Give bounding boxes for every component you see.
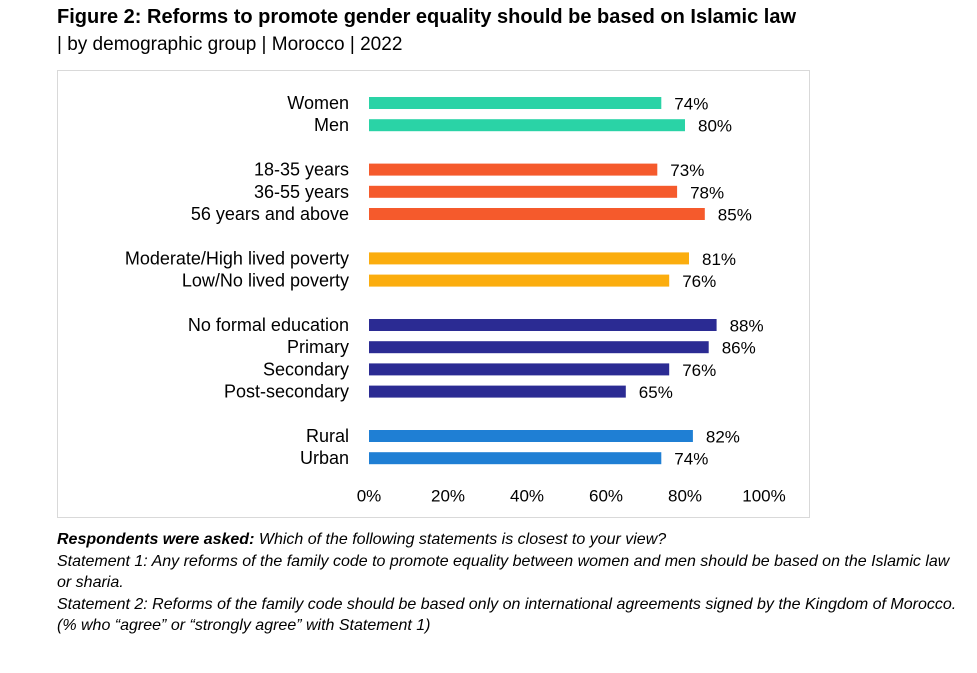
value-label-gender-0: 74% (674, 95, 708, 114)
category-label-age-2: 56 years and above (191, 204, 349, 224)
category-label-poverty-1: Low/No lived poverty (182, 271, 349, 291)
value-label-education-0: 88% (730, 317, 764, 336)
value-label-age-2: 85% (718, 206, 752, 225)
question-prefix: Respondents were asked: (57, 531, 255, 548)
x-tick-label-4: 80% (668, 487, 702, 506)
category-label-poverty-0: Moderate/High lived poverty (125, 248, 349, 268)
category-label-education-2: Secondary (263, 359, 349, 379)
value-label-poverty-0: 81% (702, 250, 736, 269)
bar-education-1 (369, 341, 709, 354)
figure-title: Figure 2: Reforms to promote gender equa… (57, 6, 797, 28)
value-label-age-0: 73% (670, 161, 704, 180)
category-label-location-1: Urban (300, 448, 349, 468)
bar-education-3 (369, 385, 626, 398)
category-label-education-3: Post-secondary (224, 382, 349, 402)
bar-education-0 (369, 319, 717, 331)
bar-poverty-0 (369, 252, 689, 265)
bar-gender-0 (369, 97, 662, 109)
category-label-age-1: 36-55 years (254, 182, 349, 202)
question-text: Which of the following statements is clo… (254, 531, 667, 548)
bar-age-1 (369, 185, 678, 198)
question-line: Respondents were asked: Which of the fol… (57, 529, 967, 551)
chart-frame (57, 70, 810, 518)
value-label-poverty-1: 76% (682, 272, 716, 291)
bar-gender-1 (369, 119, 685, 132)
value-label-location-1: 74% (674, 450, 708, 469)
bar-poverty-1 (369, 274, 670, 287)
category-label-education-0: No formal education (188, 315, 349, 335)
statement-2: Statement 2: Reforms of the family code … (57, 595, 957, 613)
chart-notes: Respondents were asked: Which of the fol… (57, 529, 967, 637)
category-label-location-0: Rural (306, 426, 349, 446)
bar-age-2 (369, 208, 705, 220)
x-tick-label-3: 60% (589, 487, 623, 506)
footnote: (% who “agree” or “strongly agree” with … (57, 617, 431, 634)
category-label-education-1: Primary (287, 337, 349, 357)
figure-subtitle: | by demographic group | Morocco | 2022 (57, 34, 403, 55)
bar-chart: Women 74% Men 80% 18-35 years 73% 36-55 years 7… (125, 93, 786, 506)
statement-1: Statement 1: Any reforms of the family c… (57, 552, 950, 592)
value-label-education-2: 76% (682, 361, 716, 380)
bar-location-1 (369, 452, 662, 465)
value-label-gender-1: 80% (698, 117, 732, 136)
value-label-education-3: 65% (639, 383, 673, 402)
bar-education-2 (369, 363, 670, 376)
x-tick-label-2: 40% (510, 487, 544, 506)
value-label-education-1: 86% (722, 339, 756, 358)
category-label-gender-1: Men (314, 115, 349, 135)
category-label-gender-0: Women (287, 93, 349, 113)
x-tick-label-0: 0% (357, 487, 382, 506)
x-tick-label-1: 20% (431, 487, 465, 506)
x-tick-label-5: 100% (742, 487, 785, 506)
value-label-age-1: 78% (690, 183, 724, 202)
bar-age-0 (369, 163, 658, 176)
value-label-location-0: 82% (706, 428, 740, 447)
category-label-age-0: 18-35 years (254, 160, 349, 180)
bar-location-0 (369, 430, 693, 442)
